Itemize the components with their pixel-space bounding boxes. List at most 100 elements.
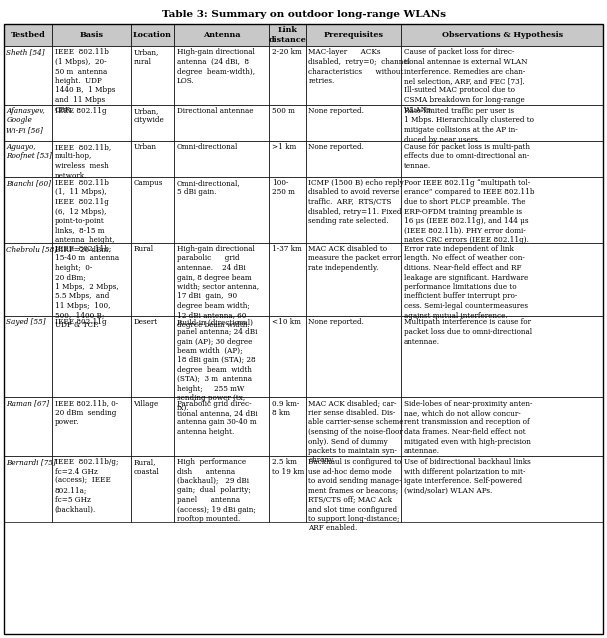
Bar (4, 140, 52, 177)
Text: 2.5 km
to 19 km: 2.5 km to 19 km (272, 458, 304, 475)
Bar (174, 242, 270, 316)
Bar (401, 456, 603, 521)
Bar (131, 316, 174, 397)
Text: Testbed: Testbed (11, 31, 46, 39)
Text: Raman [67]: Raman [67] (7, 399, 50, 408)
Text: Backhaul is configured to
use ad-hoc demo mode
to avoid sending manage-
ment fra: Backhaul is configured to use ad-hoc dem… (308, 458, 402, 533)
Bar (131, 140, 174, 177)
Bar (401, 105, 603, 140)
Text: Bernardi [75]: Bernardi [75] (7, 458, 56, 466)
Bar (4, 316, 52, 397)
Text: IEEE 802.11b, 0-
20 dBm  sending
power.: IEEE 802.11b, 0- 20 dBm sending power. (55, 399, 118, 426)
Text: Side-lobes of near-proximity anten-
nae, which do not allow concur-
rent transmi: Side-lobes of near-proximity anten- nae,… (404, 399, 532, 455)
Bar (174, 456, 270, 521)
Bar (401, 24, 603, 46)
Bar (174, 140, 270, 177)
Text: Use of bidirectional backhaul links
with different polarization to mit-
igate in: Use of bidirectional backhaul links with… (404, 458, 531, 494)
Text: Urban: Urban (134, 143, 157, 151)
Bar (306, 316, 401, 397)
Text: Urban,
citywide: Urban, citywide (134, 107, 164, 124)
Text: Observations & Hypothesis: Observations & Hypothesis (442, 31, 563, 39)
Text: Rate-limited traffic per user is
1 Mbps. Hierarchically clustered to
mitigate co: Rate-limited traffic per user is 1 Mbps.… (404, 107, 534, 144)
Bar (270, 242, 306, 316)
Bar (131, 397, 174, 456)
Text: Location: Location (133, 31, 172, 39)
Text: Aguayo,
Roofnet [53]: Aguayo, Roofnet [53] (7, 143, 52, 161)
Bar (306, 242, 401, 316)
Bar (174, 316, 270, 397)
Bar (174, 105, 270, 140)
Text: Prerequisites: Prerequisites (324, 31, 384, 39)
Text: Parabolic grid direc-
tional antenna, 24 dBi
antenna gain 30-40 m
antenna height: Parabolic grid direc- tional antenna, 24… (177, 399, 257, 436)
Bar (174, 177, 270, 242)
Text: High-gain directional
antenna  (24 dBi,  8
degree  beam-width),
LOS.: High-gain directional antenna (24 dBi, 8… (177, 48, 254, 85)
Bar (4, 24, 52, 46)
Bar (270, 177, 306, 242)
Bar (401, 242, 603, 316)
Text: Basis: Basis (80, 31, 104, 39)
Text: Bianchi [60]: Bianchi [60] (7, 179, 52, 187)
Text: MAC ACK disabled to
measure the packet error
rate independently.: MAC ACK disabled to measure the packet e… (308, 245, 401, 272)
Bar (306, 24, 401, 46)
Bar (131, 105, 174, 140)
Bar (270, 397, 306, 456)
Text: Omni-directional: Omni-directional (177, 143, 238, 151)
Bar (52, 24, 131, 46)
Bar (306, 105, 401, 140)
Text: High  performance
dish      antenna
(backhaul);   29 dBi
gain;  dual  polarity;
: High performance dish antenna (backhaul)… (177, 458, 256, 523)
Text: >1 km: >1 km (272, 143, 296, 151)
Bar (401, 177, 603, 242)
Text: IEEE  802.11b/g;
fc=2.4 GHz
(access);  IEEE
802.11a;
fc=5 GHz
(backhaul).: IEEE 802.11b/g; fc=2.4 GHz (access); IEE… (55, 458, 118, 514)
Bar (270, 456, 306, 521)
Bar (174, 397, 270, 456)
Text: Rural: Rural (134, 245, 154, 253)
Text: Error rate independent of link
length. No effect of weather con-
ditions. Near-f: Error rate independent of link length. N… (404, 245, 528, 320)
Text: IEEE 802.11g: IEEE 802.11g (55, 107, 106, 115)
Text: Sheth [54]: Sheth [54] (7, 48, 45, 57)
Bar (401, 316, 603, 397)
Bar (4, 177, 52, 242)
Bar (52, 242, 131, 316)
Bar (401, 46, 603, 105)
Text: Poor IEEE 802.11g “multipath tol-
erance” compared to IEEE 802.11b
due to short : Poor IEEE 802.11g “multipath tol- erance… (404, 179, 534, 244)
Text: Desert: Desert (134, 318, 158, 327)
Text: IEEE  802.11b
(1 Mbps),  20-
50 m  antenna
height.  UDP
1440 B,  1 Mbps
and  11 : IEEE 802.11b (1 Mbps), 20- 50 m antenna … (55, 48, 115, 114)
Text: Link
distance: Link distance (269, 26, 307, 43)
Text: Table 3: Summary on outdoor long-range WLANs: Table 3: Summary on outdoor long-range W… (161, 10, 446, 19)
Text: 100-
250 m: 100- 250 m (272, 179, 295, 197)
Text: None reported.: None reported. (308, 107, 364, 115)
Text: Rural,
coastal: Rural, coastal (134, 458, 159, 475)
Text: Omni-directional,
5 dBi gain.: Omni-directional, 5 dBi gain. (177, 179, 240, 197)
Bar (52, 316, 131, 397)
Text: Cause of packet loss for direc-
tional antennae is external WLAN
interference. R: Cause of packet loss for direc- tional a… (404, 48, 527, 114)
Bar (270, 316, 306, 397)
Bar (306, 397, 401, 456)
Bar (131, 177, 174, 242)
Bar (306, 140, 401, 177)
Text: Campus: Campus (134, 179, 163, 187)
Text: 0.9 km-
8 km: 0.9 km- 8 km (272, 399, 299, 417)
Bar (52, 140, 131, 177)
Bar (401, 140, 603, 177)
Bar (174, 24, 270, 46)
Text: Antenna: Antenna (203, 31, 240, 39)
Text: High-gain directional
parabolic      grid
antennae.    24 dBi
gain, 8 degree bea: High-gain directional parabolic grid ant… (177, 245, 259, 329)
Bar (131, 242, 174, 316)
Text: IEEE  802.11b,
multi-hop,
wireless  mesh
network.: IEEE 802.11b, multi-hop, wireless mesh n… (55, 143, 110, 179)
Bar (52, 46, 131, 105)
Bar (131, 456, 174, 521)
Bar (52, 177, 131, 242)
Bar (4, 242, 52, 316)
Text: 2-20 km: 2-20 km (272, 48, 302, 57)
Text: IEEE  802.11b
(1,  11 Mbps),
IEEE  802.11g
(6,  12 Mbps),
point-to-point
links, : IEEE 802.11b (1, 11 Mbps), IEEE 802.11g … (55, 179, 114, 253)
Text: Chebrolu [58]: Chebrolu [58] (7, 245, 58, 253)
Text: Sayed [55]: Sayed [55] (7, 318, 46, 327)
Bar (52, 105, 131, 140)
Text: Build-in (directional)
panel antenna; 24 dBi
gain (AP); 30 degree
beam width  (A: Build-in (directional) panel antenna; 24… (177, 318, 257, 412)
Text: IEEE 802.11g: IEEE 802.11g (55, 318, 106, 327)
Bar (401, 397, 603, 456)
Bar (306, 177, 401, 242)
Bar (270, 140, 306, 177)
Text: <10 km: <10 km (272, 318, 301, 327)
Bar (174, 46, 270, 105)
